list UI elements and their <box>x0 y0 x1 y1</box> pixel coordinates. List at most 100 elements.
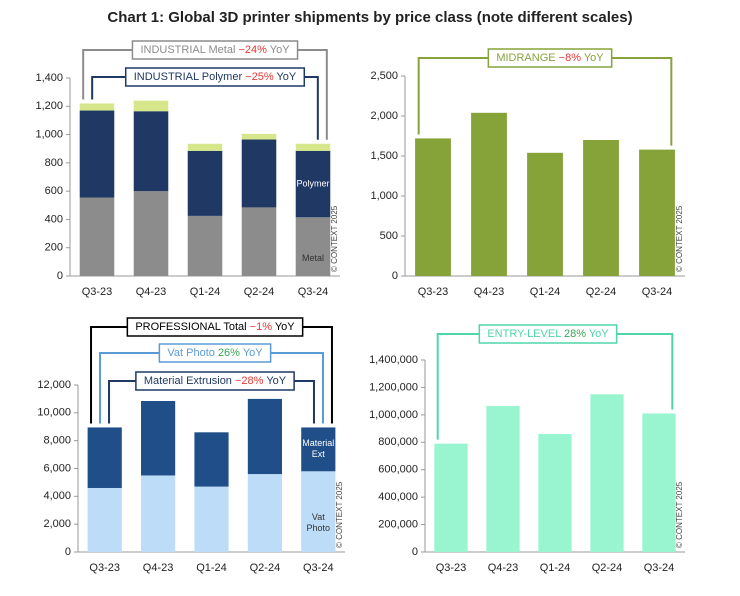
annotation-box <box>487 48 613 68</box>
bar <box>583 140 619 276</box>
y-tick-label: 200,000 <box>378 518 418 530</box>
bar-segment <box>133 100 169 112</box>
annotation: Material Extrusion −28% YoY <box>144 375 287 387</box>
y-tick-label: 0 <box>392 270 398 282</box>
y-tick-label: 2,000 <box>370 110 398 122</box>
annotation-change: 26% <box>218 347 240 359</box>
bar-segment <box>241 133 277 140</box>
annotation-bracket <box>302 326 333 424</box>
bar <box>434 443 468 552</box>
annotation-bracket <box>294 380 315 424</box>
bar-segment <box>301 471 336 552</box>
x-tick-label: Q1-24 <box>530 286 561 298</box>
annotation-box <box>131 40 299 60</box>
annotation-box <box>124 67 306 87</box>
series-label: Material Ext <box>302 438 334 459</box>
annotation-bracket <box>82 49 133 100</box>
y-tick-label: 0 <box>65 546 71 558</box>
x-tick-label: Q3-24 <box>298 286 329 298</box>
annotation-suffix: YoY <box>584 52 604 64</box>
y-tick-label: 8,000 <box>43 435 71 447</box>
watermark: © CONTEXT 2025 <box>675 205 684 272</box>
x-tick-label: Q1-24 <box>540 562 571 574</box>
bar <box>639 149 675 276</box>
y-tick-label: 1,400 <box>35 72 63 84</box>
series-label-line: Photo <box>307 524 331 534</box>
y-tick-label: 200 <box>45 242 63 254</box>
bar <box>415 138 451 276</box>
bar-segment <box>295 217 331 276</box>
series-label: Metal <box>302 253 324 263</box>
bar-segment <box>141 475 176 552</box>
annotation: PROFESSIONAL Total −1% YoY <box>135 321 295 333</box>
annotation-label: INDUSTRIAL Metal <box>140 44 235 56</box>
annotation-change: −28% <box>235 375 264 387</box>
y-tick-label: 1,400,000 <box>369 354 418 366</box>
y-tick-label: 2,500 <box>370 70 398 82</box>
annotation-suffix: YoY <box>243 347 263 359</box>
x-tick-label: Q4-23 <box>143 562 174 574</box>
annotation-change: −8% <box>559 52 582 64</box>
bar-segment <box>79 110 115 198</box>
y-tick-label: 600 <box>45 185 63 197</box>
bar <box>642 413 676 552</box>
annotation-bracket <box>297 49 328 140</box>
series-label: Vat Photo <box>307 513 331 534</box>
annotation-box <box>158 343 272 363</box>
bar-segment <box>133 111 169 192</box>
annotation-suffix: YoY <box>589 328 609 340</box>
bar-segment <box>87 427 122 488</box>
bar-segment <box>187 143 223 151</box>
annotation-bracket <box>270 352 324 424</box>
series-label-line: Vat <box>312 513 325 523</box>
annotation-box <box>135 371 295 391</box>
y-tick-label: 500 <box>380 230 398 242</box>
y-tick-label: 12,000 <box>37 379 71 391</box>
bar <box>471 112 507 276</box>
y-tick-label: 1,200 <box>35 100 63 112</box>
bar-segment <box>194 486 229 552</box>
bar-segment <box>241 139 277 208</box>
series-label-line: Ext <box>312 449 326 459</box>
annotation-label: INDUSTRIAL Polymer <box>134 71 243 83</box>
annotation-change: −24% <box>238 44 267 56</box>
bar-segment <box>247 474 282 552</box>
bar-segment <box>194 432 229 487</box>
annotation-bracket <box>108 380 136 424</box>
annotation-suffix: YoY <box>270 44 290 56</box>
annotation-bracket <box>417 57 489 135</box>
x-tick-label: Q2-24 <box>250 562 281 574</box>
annotation-bracket <box>91 76 126 100</box>
x-tick-label: Q1-24 <box>190 286 221 298</box>
bar <box>538 434 572 552</box>
annotation-label: MIDRANGE <box>496 52 555 64</box>
annotation-bracket <box>611 57 673 146</box>
annotation: INDUSTRIAL Polymer −25% YoY <box>134 71 297 83</box>
annotation-label: Vat Photo <box>167 347 215 359</box>
y-tick-label: 1,500 <box>370 150 398 162</box>
annotation-bracket <box>616 333 674 410</box>
annotation-label: PROFESSIONAL Total <box>135 321 246 333</box>
bar-segment <box>87 487 122 552</box>
annotation-suffix: YoY <box>266 375 286 387</box>
annotation-bracket <box>90 326 128 424</box>
x-tick-label: Q3-24 <box>303 562 334 574</box>
annotation-change: −1% <box>250 321 273 333</box>
annotation: MIDRANGE −8% YoY <box>496 52 604 64</box>
x-tick-label: Q4-23 <box>474 286 505 298</box>
bar <box>590 394 624 552</box>
annotation-bracket <box>436 333 480 440</box>
y-tick-label: 800,000 <box>378 436 418 448</box>
bar-segment <box>295 150 331 218</box>
annotation-bracket <box>99 352 160 424</box>
bar-segment <box>187 215 223 276</box>
annotation-box <box>126 317 304 337</box>
series-label-line: Material <box>302 438 334 448</box>
y-tick-label: 600,000 <box>378 464 418 476</box>
x-tick-label: Q4-23 <box>488 562 519 574</box>
bar <box>527 152 563 276</box>
y-tick-label: 4,000 <box>43 490 71 502</box>
series-label: Polymer <box>296 178 329 188</box>
annotation: INDUSTRIAL Metal −24% YoY <box>140 44 290 56</box>
bar-segment <box>301 427 336 472</box>
